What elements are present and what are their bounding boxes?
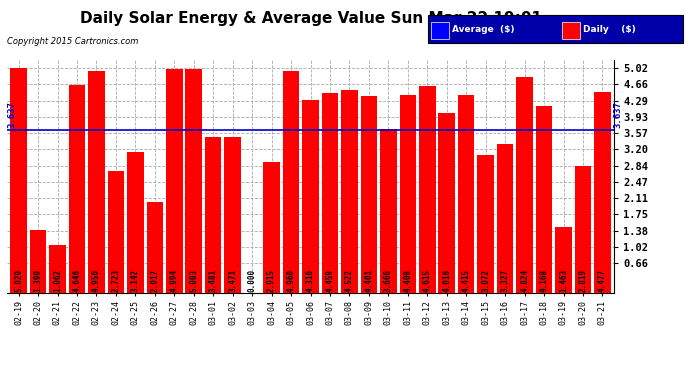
Bar [400,95,416,292]
Text: 3.637: 3.637 [613,101,622,128]
Text: 3.072: 3.072 [481,268,490,292]
Text: 5.020: 5.020 [14,268,23,292]
Bar [49,245,66,292]
Bar [224,137,241,292]
Text: 4.415: 4.415 [462,268,471,292]
Bar [497,144,513,292]
Bar [535,106,552,292]
Bar [108,171,124,292]
Text: 2.723: 2.723 [111,268,120,292]
Bar [575,166,591,292]
Text: 1.062: 1.062 [53,268,62,292]
Text: 3.637: 3.637 [8,101,17,128]
Text: 4.168: 4.168 [540,268,549,292]
Text: Copyright 2015 Cartronics.com: Copyright 2015 Cartronics.com [7,38,138,46]
Bar [302,99,319,292]
Text: 4.316: 4.316 [306,268,315,292]
Bar [10,68,27,292]
Bar [264,162,280,292]
Text: 3.471: 3.471 [228,268,237,292]
Bar [477,155,494,292]
Text: 3.481: 3.481 [208,268,217,292]
Text: 2.819: 2.819 [578,268,587,292]
Text: 4.477: 4.477 [598,268,607,292]
Bar [341,90,357,292]
Text: 4.408: 4.408 [404,268,413,292]
Text: 4.824: 4.824 [520,268,529,292]
Bar [419,86,435,292]
Text: 4.522: 4.522 [345,268,354,292]
Text: 1.463: 1.463 [559,268,568,292]
Bar [69,85,86,292]
Text: Daily    ($): Daily ($) [583,25,635,34]
Text: 4.016: 4.016 [442,268,451,292]
Text: 1.390: 1.390 [34,268,43,292]
Bar [30,230,46,292]
Text: 3.142: 3.142 [131,268,140,292]
Bar [322,93,338,292]
Bar [205,137,221,292]
Bar [458,95,475,292]
Text: 0.000: 0.000 [248,268,257,292]
Bar [88,71,105,292]
Text: 4.960: 4.960 [286,268,295,292]
Text: 2.017: 2.017 [150,268,159,292]
Text: 5.003: 5.003 [189,268,198,292]
Text: 4.459: 4.459 [326,268,335,292]
Text: 4.401: 4.401 [364,268,373,292]
Bar [380,129,397,292]
Text: 2.915: 2.915 [267,268,276,292]
Bar [555,227,572,292]
Bar [438,113,455,292]
Bar [186,69,202,292]
Bar [166,69,183,292]
Bar [146,202,163,292]
Text: Daily Solar Energy & Average Value Sun Mar 22 19:01: Daily Solar Energy & Average Value Sun M… [79,11,542,26]
Text: 4.956: 4.956 [92,268,101,292]
Bar [594,92,611,292]
Text: 4.646: 4.646 [72,268,81,292]
Text: Average  ($): Average ($) [452,25,515,34]
Text: 3.666: 3.666 [384,268,393,292]
Bar [516,77,533,292]
Text: 3.327: 3.327 [501,268,510,292]
Text: 4.615: 4.615 [423,268,432,292]
Bar [283,71,299,292]
Text: 4.994: 4.994 [170,268,179,292]
Bar [127,152,144,292]
Bar [361,96,377,292]
